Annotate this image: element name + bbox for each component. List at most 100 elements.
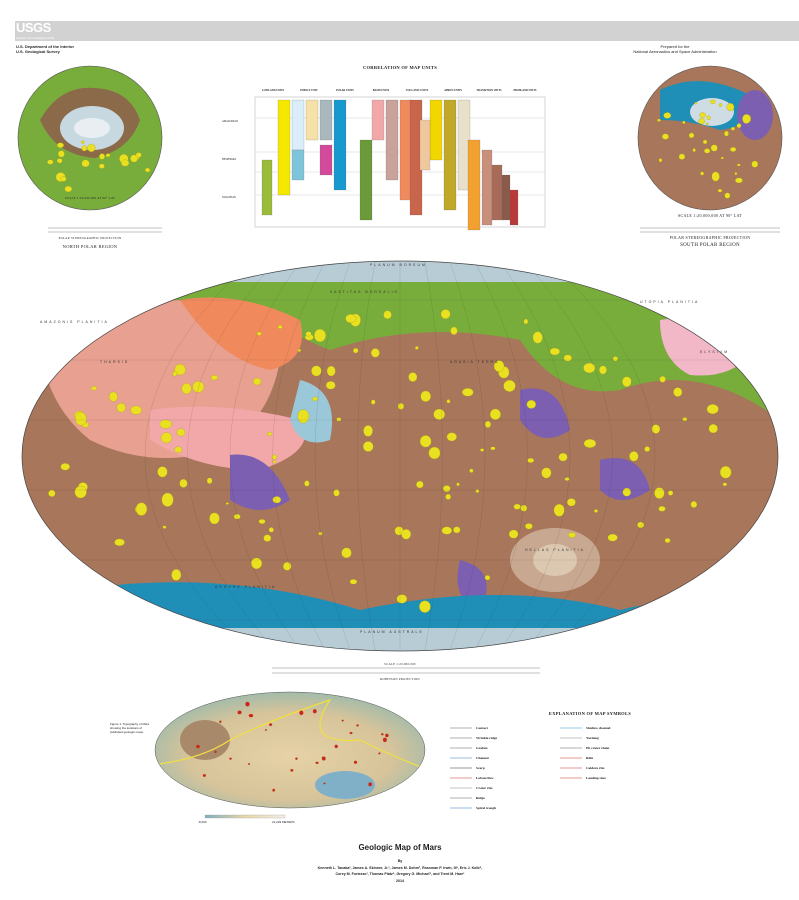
unit-group-header: VOLCANIC UNITS — [405, 89, 429, 92]
published-map-location — [349, 731, 353, 735]
impact-crater — [345, 314, 357, 323]
period-label: HESPERIAN — [222, 158, 237, 161]
impact-crater — [445, 493, 451, 500]
impact-crater — [558, 453, 568, 462]
map-unit-box — [501, 174, 511, 221]
impact-crater — [612, 356, 618, 362]
correlation-title: CORRELATION OF MAP UNITS — [362, 65, 438, 70]
published-map-location — [334, 744, 338, 749]
crater — [705, 122, 709, 125]
crater — [700, 171, 704, 176]
hellas-low — [315, 771, 375, 799]
impact-crater — [469, 468, 474, 473]
impact-crater — [622, 487, 631, 497]
map-symbol-label: Pit crater chain — [586, 745, 610, 750]
hellas-floor — [533, 544, 577, 576]
impact-crater — [266, 432, 273, 436]
impact-crater — [440, 309, 451, 319]
published-map-location — [323, 782, 326, 785]
map-place-label: ARABIA TERRA — [450, 360, 500, 364]
impact-crater — [541, 467, 552, 479]
impact-crater — [428, 446, 441, 460]
meridian — [187, 261, 276, 651]
explanation-symbols — [450, 727, 582, 809]
crater — [688, 132, 695, 139]
map-symbol-label: Ridge — [476, 795, 485, 800]
crater — [736, 123, 742, 128]
impact-crater — [176, 428, 186, 437]
unit-group-header: LOWLAND UNITS — [261, 89, 285, 92]
map-symbol-label: Graben — [476, 745, 488, 750]
impact-crater — [446, 399, 451, 404]
dichotomy-boundary — [155, 698, 425, 771]
map-symbol-label: Caldera rim — [586, 765, 605, 770]
impact-crater — [210, 375, 218, 381]
crater — [702, 139, 708, 145]
crater — [657, 118, 661, 122]
impact-crater — [258, 519, 266, 524]
published-map-location — [264, 729, 268, 731]
impact-crater — [336, 417, 342, 422]
map-symbol-label: Wrinkle ridge — [476, 735, 498, 740]
period-label: AMAZONIAN — [222, 120, 238, 123]
crater — [692, 148, 696, 152]
published-map-location — [247, 763, 251, 765]
crater — [57, 150, 65, 158]
meridian — [499, 261, 571, 651]
figure1-caption: Figure 1. Topography of Mars showing the… — [110, 722, 150, 734]
impact-crater — [305, 331, 312, 337]
impact-crater — [160, 432, 172, 444]
impact-crater — [651, 424, 661, 434]
crater — [720, 156, 724, 160]
correlation-group-headers: LOWLAND UNITS IMPACT UNIT POLAR UNITS BASIN… — [255, 89, 545, 97]
impact-crater — [658, 506, 666, 512]
published-map-location — [312, 709, 317, 714]
impact-crater — [48, 489, 56, 497]
map-unit-box — [419, 119, 431, 171]
impact-crater — [433, 408, 445, 420]
south-polar-map — [638, 66, 782, 210]
main-geologic-map — [22, 261, 778, 651]
impact-crater — [523, 318, 529, 325]
meridian — [272, 261, 326, 651]
impact-crater — [172, 371, 178, 377]
published-map-location — [202, 773, 206, 777]
crater — [57, 142, 64, 148]
crater — [144, 167, 151, 173]
map-symbol-label: Yardang — [586, 735, 599, 740]
map-unit-box — [291, 99, 305, 151]
impact-crater — [297, 409, 310, 424]
meridian — [474, 261, 528, 651]
meridian — [229, 261, 301, 651]
published-map-location — [248, 713, 254, 718]
crater — [658, 158, 663, 163]
valles-region — [150, 406, 305, 470]
impact-crater — [363, 425, 373, 437]
impact-crater — [659, 375, 666, 383]
impact-crater — [722, 482, 727, 487]
crater — [694, 102, 698, 105]
crater — [682, 120, 686, 125]
elevation-scale-bar — [204, 814, 286, 819]
map-unit-box — [385, 99, 399, 181]
correlation-chart — [254, 96, 546, 231]
impact-crater — [181, 383, 192, 395]
impact-crater — [206, 477, 213, 484]
map-place-label: ELYSIUM — [700, 350, 730, 354]
published-map-location — [272, 788, 275, 792]
impact-crater — [408, 372, 418, 382]
impact-crater — [564, 477, 570, 481]
map-symbol-label: Channel — [476, 755, 489, 760]
impact-crater — [446, 432, 457, 442]
impact-crater — [135, 502, 148, 516]
impact-crater — [192, 381, 205, 393]
north-projection: POLAR STEREOGRAPHIC PROJECTION — [58, 236, 122, 240]
published-map-location — [353, 760, 358, 764]
map-symbol-label: Shallow channel — [586, 725, 611, 730]
impact-crater — [209, 512, 220, 525]
impact-crater — [532, 331, 543, 344]
impact-crater — [419, 600, 431, 613]
crater — [730, 147, 737, 152]
impact-crater — [568, 532, 576, 538]
